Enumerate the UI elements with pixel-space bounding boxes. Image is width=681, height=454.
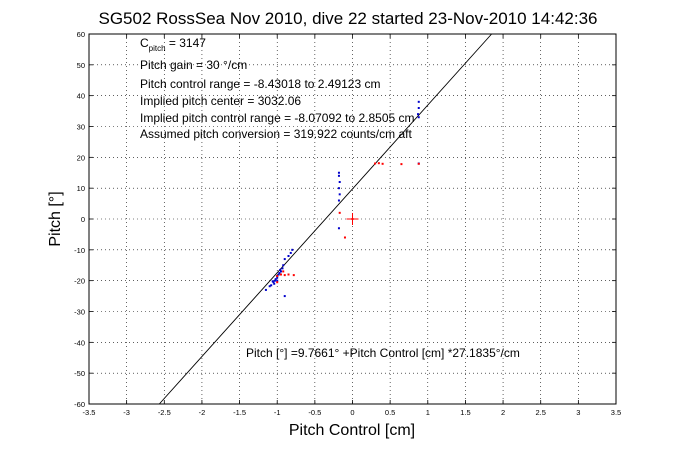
y-tick-label: 10 <box>77 184 85 193</box>
x-tick-label: -0.5 <box>308 408 321 417</box>
y-tick-label: 20 <box>77 153 85 162</box>
c-pitch-prefix: C <box>140 36 149 50</box>
data-point <box>276 279 279 282</box>
annotation-implied-pitch-center: Implied pitch center = 3032.06 <box>140 94 301 108</box>
data-point <box>337 227 340 230</box>
x-tick-label: -1.5 <box>233 408 246 417</box>
y-ticks: -60 -50 -40 -30 -20 -10 0 10 20 30 40 50 60 <box>74 30 616 409</box>
data-point <box>270 284 273 287</box>
data-point <box>417 100 420 103</box>
data-point <box>338 193 341 196</box>
data-point <box>337 174 340 177</box>
data-point <box>279 270 282 273</box>
data-point <box>337 199 340 202</box>
x-tick-label: 0.5 <box>385 408 395 417</box>
data-point <box>276 276 279 279</box>
data-point <box>274 278 277 281</box>
x-tick-label: -2.5 <box>158 408 171 417</box>
annotation-pitch-control-range: Pitch control range = -8.43018 to 2.4912… <box>140 77 381 91</box>
y-tick-label: 40 <box>77 92 85 101</box>
y-tick-label: 30 <box>77 123 85 132</box>
data-point <box>417 162 420 165</box>
x-ticks: -3.5 -3 -2.5 -2 -1.5 -1 -0.5 0 0.5 1 1.5 2 2.5 3 3.5 <box>83 34 621 417</box>
x-axis-label: Pitch Control [cm] <box>289 422 415 439</box>
data-point <box>283 274 286 277</box>
data-point <box>400 163 403 166</box>
data-point <box>276 275 279 278</box>
data-point <box>279 273 282 276</box>
data-point <box>277 273 280 276</box>
data-point <box>338 181 341 183</box>
x-tick-label: -3 <box>123 408 130 417</box>
y-axis-label: Pitch [°] <box>47 191 64 246</box>
c-pitch-value: = 3147 <box>166 36 207 50</box>
y-tick-label: -50 <box>74 369 85 378</box>
data-point <box>338 211 341 214</box>
annotation-implied-pitch-control-range: Implied pitch control range = -8.07092 t… <box>140 111 415 125</box>
y-tick-label: -20 <box>74 277 85 286</box>
data-point <box>279 268 282 271</box>
data-point <box>264 288 267 291</box>
data-point <box>271 280 274 283</box>
annotation-fit-equation: Pitch [°] =9.7661° +Pitch Control [cm] *… <box>246 346 520 360</box>
y-tick-label: 0 <box>81 215 85 224</box>
data-point <box>291 248 294 251</box>
data-point <box>276 281 279 284</box>
data-point <box>416 113 419 116</box>
data-point <box>281 267 284 270</box>
data-point <box>282 264 285 267</box>
x-tick-label: -2 <box>199 408 206 417</box>
data-point <box>282 270 285 273</box>
fit-line-layer <box>158 33 492 405</box>
x-tick-label: 1 <box>426 408 430 417</box>
y-tick-label: 50 <box>77 61 85 70</box>
data-point <box>273 279 276 282</box>
data-point <box>292 274 295 277</box>
x-tick-label: 1.5 <box>460 408 470 417</box>
data-point <box>417 116 420 119</box>
data-point <box>374 162 377 165</box>
x-tick-label: 2.5 <box>535 408 545 417</box>
annotation-pitch-gain: Pitch gain = 30 °/cm <box>140 58 247 72</box>
y-tick-label: -40 <box>74 338 85 347</box>
c-pitch-subscript: pitch <box>149 44 166 53</box>
annotation-c-pitch: Cpitch = 3147 <box>140 36 206 53</box>
x-tick-label: -3.5 <box>83 408 96 417</box>
data-point <box>268 285 271 288</box>
data-points <box>264 100 420 298</box>
data-point <box>337 187 340 190</box>
data-point <box>337 171 340 174</box>
data-point <box>278 271 281 274</box>
annotation-assumed-pitch-conversion: Assumed pitch conversion = 319.922 count… <box>140 127 412 141</box>
chart-title: SG502 RossSea Nov 2010, dive 22 started … <box>99 9 598 28</box>
y-tick-label: -30 <box>74 308 85 317</box>
x-tick-label: 2 <box>501 408 505 417</box>
fit-line <box>158 33 492 405</box>
y-tick-label: -60 <box>74 400 85 409</box>
data-point <box>381 162 384 165</box>
data-point <box>343 236 346 239</box>
data-point <box>283 258 286 261</box>
x-tick-label: 3.5 <box>611 408 621 417</box>
data-point <box>287 273 290 276</box>
data-point <box>417 107 420 109</box>
data-point <box>287 255 290 257</box>
data-point <box>283 295 286 298</box>
y-tick-label: -10 <box>74 246 85 255</box>
annotation-block: Cpitch = 3147 Pitch gain = 30 °/cm Pitch… <box>140 36 520 360</box>
data-point <box>377 162 380 165</box>
data-point <box>273 282 276 285</box>
y-tick-label: 60 <box>77 30 85 39</box>
x-tick-label: 3 <box>576 408 580 417</box>
x-tick-label: -1 <box>274 408 281 417</box>
data-point <box>289 251 292 254</box>
x-tick-label: 0 <box>350 408 354 417</box>
